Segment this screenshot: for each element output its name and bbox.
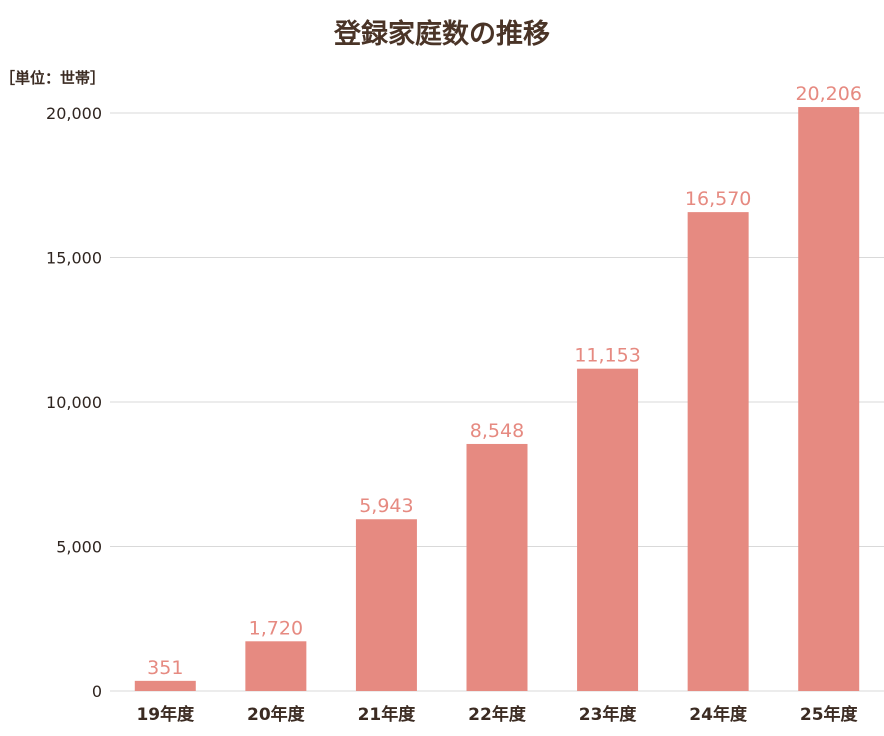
x-axis-ticks: 19年度 20年度 21年度 22年度 23年度 24年度 25年度 — [136, 704, 858, 725]
unit-label: ［単位：世帯］ — [0, 69, 105, 87]
bar — [355, 519, 417, 691]
y-tick-label: 5,000 — [56, 538, 102, 557]
x-tick-label: 22年度 — [468, 704, 527, 725]
data-label: 16,570 — [685, 188, 751, 210]
bar — [134, 680, 196, 691]
y-tick-label: 0 — [92, 682, 102, 701]
data-label: 11,153 — [574, 345, 640, 367]
data-label: 5,943 — [359, 495, 413, 517]
y-tick-label: 20,000 — [46, 104, 102, 123]
bar — [798, 107, 860, 691]
data-label: 351 — [147, 657, 183, 679]
bar — [466, 443, 528, 691]
x-tick-label: 20年度 — [247, 704, 306, 725]
x-tick-label: 25年度 — [800, 704, 859, 725]
chart-title: 登録家庭数の推移 — [333, 18, 550, 50]
y-axis-ticks: 0 5,000 10,000 15,000 20,000 — [46, 104, 102, 701]
gridlines — [110, 112, 884, 692]
data-label: 1,720 — [249, 617, 303, 639]
x-tick-label: 24年度 — [689, 704, 748, 725]
data-label: 8,548 — [470, 420, 524, 442]
data-labels: 351 1,720 5,943 8,548 11,153 16,570 20,206 — [147, 83, 862, 679]
bar — [687, 212, 749, 691]
y-tick-label: 15,000 — [46, 249, 102, 268]
y-tick-label: 10,000 — [46, 393, 102, 412]
data-label: 20,206 — [795, 83, 861, 105]
x-tick-label: 19年度 — [136, 704, 195, 725]
x-tick-label: 23年度 — [579, 704, 638, 725]
x-tick-label: 21年度 — [358, 704, 417, 725]
bars — [134, 107, 860, 691]
bar — [577, 368, 639, 691]
bar — [245, 641, 307, 691]
